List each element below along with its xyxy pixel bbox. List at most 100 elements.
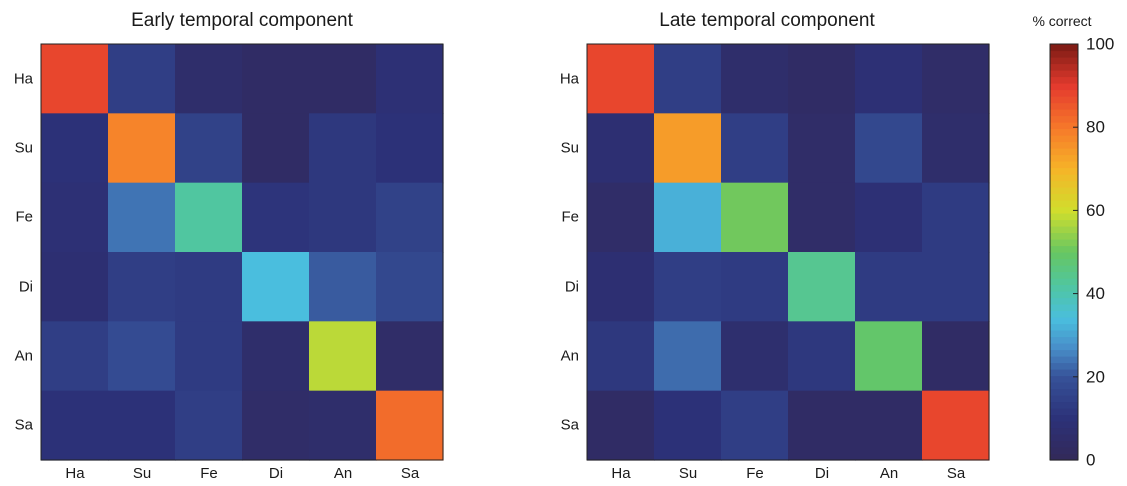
colorbar-strip [1050, 50, 1078, 58]
colorbar-strip [1050, 193, 1078, 201]
early-component-frame [40, 43, 444, 461]
colorbar-strip [1050, 356, 1078, 364]
late-heatmap-cell [855, 390, 923, 461]
colorbar-strip [1050, 167, 1078, 175]
early-heatmap-cell [108, 182, 176, 253]
early-row-label: Di [19, 279, 33, 296]
colorbar-tick-label: 100 [1086, 35, 1114, 54]
late-column-label: An [880, 465, 898, 482]
early-heatmap-cell [41, 390, 109, 461]
early-heatmap-cell [309, 44, 377, 114]
late-heatmap-cell [922, 252, 990, 322]
colorbar-label: % correct [1032, 13, 1091, 29]
late-heatmap-cell [587, 390, 655, 461]
early-heatmap-cell [108, 252, 176, 322]
colorbar-strip [1050, 447, 1078, 455]
early-row-label: An [15, 348, 33, 365]
colorbar-strip [1050, 187, 1078, 195]
colorbar-strip [1050, 63, 1078, 71]
colorbar-strip [1050, 239, 1078, 247]
colorbar-tick-label: 80 [1086, 118, 1105, 137]
late-heatmap-cell [855, 252, 923, 322]
early-heatmap-cell [309, 113, 377, 184]
colorbar-strip [1050, 395, 1078, 403]
late-column-label: Fe [746, 465, 764, 482]
colorbar-tick-label: 60 [1086, 201, 1105, 220]
colorbar-strip [1050, 362, 1078, 370]
early-heatmap-cell [376, 252, 444, 322]
late-heatmap-cell [721, 390, 789, 461]
late-heatmap-cell [587, 44, 655, 114]
early-heatmap-cell [41, 321, 109, 392]
late-row-label: Sa [561, 417, 580, 434]
late-heatmap-cell [855, 321, 923, 392]
colorbar-strip [1050, 291, 1078, 299]
late-heatmap-cell [855, 182, 923, 253]
early-heatmap-cell [242, 44, 310, 114]
late-heatmap-cell [922, 44, 990, 114]
late-component-row-labels: Ha Su Fe Di An Sa [560, 71, 580, 434]
colorbar-strip [1050, 330, 1078, 338]
late-heatmap-cell [654, 182, 722, 253]
colorbar-strip [1050, 421, 1078, 429]
early-heatmap-cell [108, 44, 176, 114]
early-heatmap-cell [309, 321, 377, 392]
early-row-label: Ha [14, 71, 34, 88]
early-heatmap-cell [376, 182, 444, 253]
early-component-cells [41, 44, 444, 461]
colorbar-strip [1050, 317, 1078, 325]
colorbar-strip [1050, 310, 1078, 318]
colorbar-strip [1050, 115, 1078, 123]
colorbar-strip [1050, 388, 1078, 396]
late-row-label: Di [565, 279, 579, 296]
late-column-label: Su [679, 465, 697, 482]
late-row-label: Su [561, 140, 579, 157]
colorbar-strip [1050, 401, 1078, 409]
early-heatmap-cell [309, 390, 377, 461]
colorbar-strip [1050, 245, 1078, 253]
colorbar-strip [1050, 453, 1078, 461]
colorbar-strip [1050, 102, 1078, 110]
late-heatmap-cell [654, 252, 722, 322]
colorbar-strip [1050, 109, 1078, 117]
early-heatmap-cell [108, 390, 176, 461]
late-component-title: Late temporal component [659, 10, 875, 31]
early-heatmap-cell [175, 252, 243, 322]
late-heatmap-cell [922, 113, 990, 184]
late-heatmap-cell [587, 252, 655, 322]
colorbar-strip [1050, 375, 1078, 383]
early-heatmap-cell [175, 182, 243, 253]
late-row-label: Fe [561, 209, 579, 226]
colorbar-strip [1050, 154, 1078, 162]
late-heatmap-cell [721, 182, 789, 253]
early-heatmap-cell [242, 252, 310, 322]
late-heatmap-cell [654, 113, 722, 184]
early-heatmap-cell [41, 252, 109, 322]
colorbar-strip [1050, 382, 1078, 390]
late-row-label: Ha [560, 71, 580, 88]
colorbar-strip [1050, 161, 1078, 169]
colorbar-strip [1050, 434, 1078, 442]
early-heatmap-cell [376, 321, 444, 392]
late-column-label: Sa [947, 465, 966, 482]
colorbar-strip [1050, 349, 1078, 357]
late-heatmap-cell [788, 44, 856, 114]
colorbar-strip [1050, 232, 1078, 240]
colorbar-tick-label: 0 [1086, 451, 1095, 470]
late-heatmap-cell [721, 44, 789, 114]
early-heatmap-cell [175, 390, 243, 461]
early-column-label: Ha [65, 465, 85, 482]
colorbar-strip [1050, 70, 1078, 78]
colorbar-tick-label: 40 [1086, 284, 1105, 303]
colorbar-strip [1050, 408, 1078, 416]
early-heatmap-cell [108, 113, 176, 184]
late-heatmap-cell [654, 390, 722, 461]
early-heatmap-cell [376, 113, 444, 184]
early-heatmap-cell [309, 252, 377, 322]
late-heatmap-cell [922, 321, 990, 392]
colorbar-strip [1050, 122, 1078, 130]
late-heatmap-cell [922, 390, 990, 461]
colorbar-strip [1050, 200, 1078, 208]
colorbar-strip [1050, 57, 1078, 65]
late-heatmap-cell [788, 252, 856, 322]
